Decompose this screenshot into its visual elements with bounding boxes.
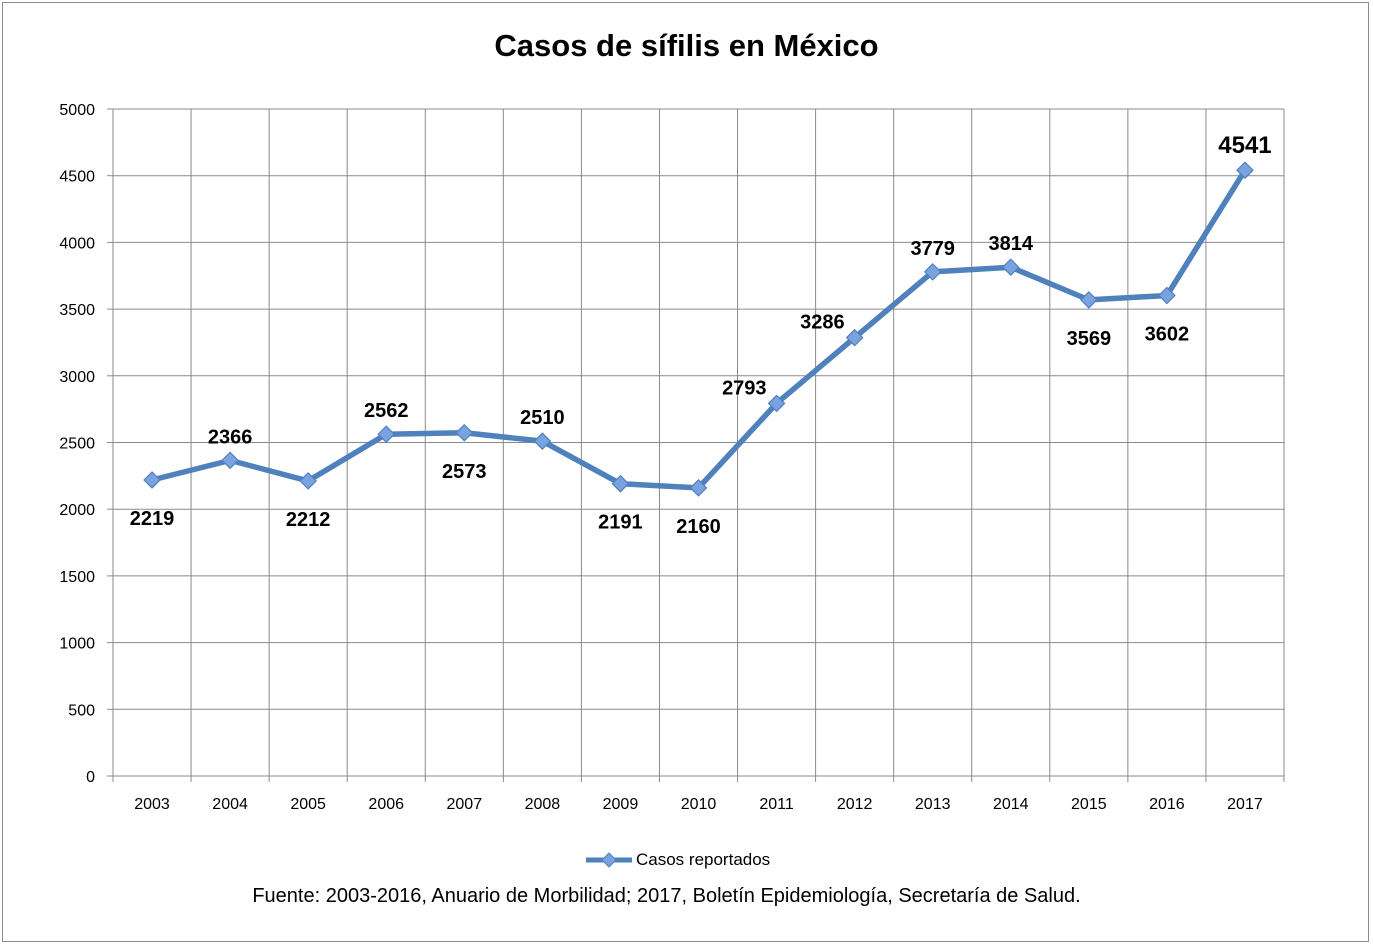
data-point-marker [767,394,786,413]
x-tick-label: 2015 [1071,796,1107,813]
data-label: 4541 [1218,132,1271,159]
x-tick-label: 2008 [525,796,561,813]
y-tick-label: 1000 [59,636,95,653]
data-point-marker [377,425,396,444]
data-label: 2191 [598,512,643,534]
data-point-marker [299,472,318,490]
y-tick-label: 500 [68,702,95,719]
data-label: 2160 [676,516,721,538]
y-tick-label: 2500 [59,436,95,453]
data-point-marker [533,432,552,451]
axes [107,108,1285,782]
legend-line-marker [586,852,632,868]
y-tick-label: 2000 [59,502,95,519]
y-tick-label: 5000 [59,102,95,119]
data-point-marker [1001,258,1020,277]
grid-lines [113,108,1285,776]
data-labels: 2219 2366 2212 2562 2573 2510 2191 2160 2793 3286… [130,132,1272,538]
data-point-marker [221,451,239,470]
x-tick-label: 2005 [290,796,326,813]
data-label: 3286 [800,312,845,334]
data-point-marker [1236,161,1254,180]
data-label: 2793 [722,377,767,399]
source-note: Fuente: 2003-2016, Anuario de Morbilidad… [252,885,1081,907]
data-label: 3779 [910,238,955,260]
x-tick-label: 2014 [993,796,1029,813]
data-label: 2573 [442,461,487,483]
legend-label: Casos reportados [636,850,771,869]
data-label: 2366 [208,426,253,448]
data-label: 2212 [286,509,331,531]
x-tick-label: 2017 [1227,796,1263,813]
y-tick-label: 3500 [59,302,95,319]
data-point-marker [455,423,474,442]
x-tick-label: 2004 [212,796,248,813]
y-tick-label: 0 [86,769,95,786]
series-markers [143,161,1254,497]
x-tick-label: 2013 [915,796,951,813]
x-tick-label: 2009 [603,796,639,813]
y-tick-label: 1500 [59,569,95,586]
data-point-marker [1158,286,1176,305]
data-label: 3569 [1067,328,1112,350]
y-tick-labels: 0 500 1000 1500 2000 2500 3000 3500 4000 4500 5000 [59,102,95,786]
data-point-marker [689,479,708,497]
chart-title: Casos de sífilis en México [494,28,879,63]
y-tick-label: 4000 [59,235,95,252]
x-tick-labels: 2003 2004 2005 2006 2007 2008 2009 2010 2011 2012… [134,796,1263,813]
data-label: 2510 [520,407,565,429]
y-tick-label: 4500 [59,169,95,186]
data-label: 2562 [364,400,409,422]
data-point-marker [845,328,864,347]
x-tick-label: 2011 [759,796,794,813]
x-tick-label: 2016 [1149,796,1185,813]
data-label: 3814 [989,233,1034,255]
legend: Casos reportados [584,849,770,871]
x-tick-label: 2010 [681,796,717,813]
data-label: 2219 [130,508,175,530]
x-tick-label: 2007 [447,796,483,813]
data-point-marker [923,263,942,281]
x-tick-label: 2012 [837,796,873,813]
data-point-marker [611,474,630,493]
data-point-marker [143,471,161,489]
data-point-marker [1079,291,1098,309]
data-label: 3602 [1145,323,1190,345]
y-tick-label: 3000 [59,369,95,386]
x-tick-label: 2003 [134,796,170,813]
x-tick-label: 2006 [368,796,404,813]
